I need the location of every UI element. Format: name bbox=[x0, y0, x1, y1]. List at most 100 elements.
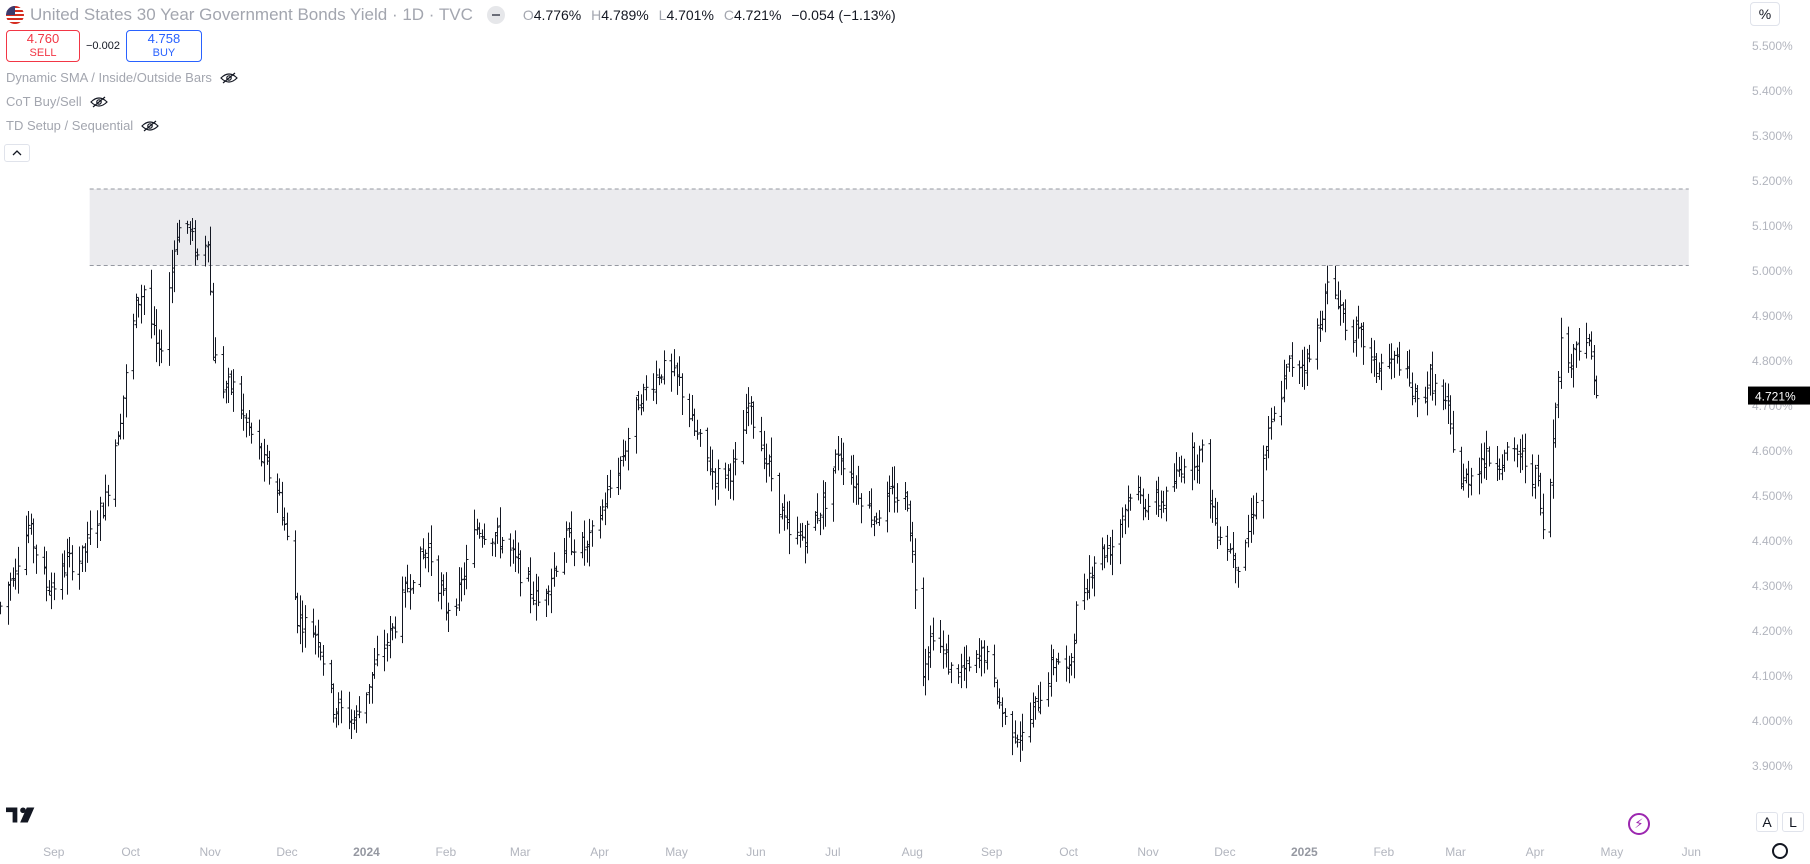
ohlc-bar bbox=[741, 409, 746, 465]
zone-fill[interactable] bbox=[89, 189, 1689, 266]
ohlc-bar bbox=[798, 523, 803, 548]
sell-button[interactable]: 4.760 SELL bbox=[6, 30, 80, 62]
x-tick-label: Nov bbox=[199, 845, 220, 859]
price-bars bbox=[0, 218, 1599, 762]
ohlc-bar bbox=[913, 538, 918, 609]
ohlc-bar bbox=[423, 549, 428, 569]
ohlc-bar bbox=[1100, 537, 1105, 571]
ohlc-bar bbox=[493, 532, 498, 557]
ohlc-bar bbox=[1548, 478, 1553, 538]
indicator-cot[interactable]: CoT Buy/Sell bbox=[6, 94, 108, 109]
chevron-up-icon bbox=[12, 150, 22, 156]
x-tick-label: Mar bbox=[1445, 845, 1466, 859]
ohlc-bar bbox=[1351, 319, 1356, 353]
ohlc-bar bbox=[890, 466, 895, 495]
ohlc-bar bbox=[569, 511, 574, 556]
ohlc-bar bbox=[1051, 649, 1056, 676]
ohlc-bar bbox=[103, 474, 108, 521]
last-price-marker bbox=[1748, 386, 1810, 405]
buy-label: BUY bbox=[152, 47, 176, 59]
ohlc-bar bbox=[944, 643, 949, 668]
ohlc-bar bbox=[874, 512, 879, 525]
ohlc-bar bbox=[429, 525, 434, 577]
ohlc-bar bbox=[393, 616, 398, 639]
tradingview-logo-icon[interactable] bbox=[6, 805, 40, 825]
hidden-eye-icon[interactable] bbox=[220, 72, 238, 84]
log-scale-button[interactable]: L bbox=[1782, 812, 1804, 832]
ohlc-bar bbox=[985, 645, 990, 670]
ohlc-bar bbox=[303, 605, 308, 648]
ohlc-bar bbox=[42, 546, 47, 575]
time-axis[interactable]: Sep Oct Nov Dec 2024 Feb Mar Apr May Jun Jul Aug Sep… bbox=[43, 845, 1701, 859]
ohlc-bar bbox=[1413, 383, 1418, 403]
ohlc-bar bbox=[293, 530, 298, 600]
ohlc-bar bbox=[787, 500, 792, 555]
ohlc-bar bbox=[818, 512, 823, 536]
ohlc-bar bbox=[239, 375, 244, 420]
hidden-eye-icon[interactable] bbox=[89, 96, 108, 108]
ohlc-bar bbox=[1284, 363, 1289, 390]
ohlc-bar bbox=[1566, 326, 1571, 373]
symbol-title[interactable]: United States 30 Year Government Bonds Y… bbox=[30, 5, 473, 24]
ohlc-bar bbox=[1356, 305, 1361, 339]
ohlc-bar bbox=[608, 469, 613, 498]
ohlc-bar bbox=[1569, 353, 1574, 378]
ohlc-bar bbox=[518, 550, 523, 597]
ohlc-bar bbox=[534, 573, 539, 621]
ohlc-bar bbox=[372, 648, 377, 679]
ohlc-bar bbox=[1192, 442, 1197, 481]
ohlc-bar bbox=[349, 709, 354, 740]
ohlc-bar bbox=[1374, 352, 1379, 383]
ohlc-bar bbox=[280, 481, 285, 526]
ohlc-bar bbox=[1266, 416, 1271, 459]
ohlc-bar bbox=[1369, 337, 1374, 374]
y-tick-label: 5.300% bbox=[1752, 129, 1793, 143]
ohlc-bar bbox=[1379, 353, 1384, 391]
ohlc-bar bbox=[259, 442, 264, 467]
ohlc-bar bbox=[44, 551, 49, 602]
ohlc-bar bbox=[1441, 379, 1446, 411]
auto-scale-button[interactable]: A bbox=[1756, 812, 1778, 832]
ohlc-bar bbox=[1138, 476, 1143, 504]
ohlc-bar bbox=[1497, 458, 1502, 480]
spread-value: −0.002 bbox=[86, 40, 120, 52]
ohlc-bar bbox=[726, 464, 731, 491]
price-axis[interactable]: 3.900% 4.000% 4.100% 4.200% 4.300% 4.400% 4.50… bbox=[1748, 39, 1810, 773]
ohlc-bar bbox=[1085, 578, 1090, 601]
ohlc-bar bbox=[1469, 467, 1474, 496]
ohlc-bar bbox=[1218, 526, 1223, 546]
ohlc-bar bbox=[931, 617, 936, 651]
ohlc-bar bbox=[1461, 463, 1466, 491]
ohlc-bar bbox=[839, 438, 844, 476]
ohlc-bar bbox=[1031, 692, 1036, 728]
collapse-legend-button[interactable] bbox=[486, 6, 505, 24]
sell-label: SELL bbox=[29, 47, 57, 59]
ohlc-bar bbox=[157, 329, 162, 367]
collapse-indicators-button[interactable] bbox=[4, 144, 30, 162]
ohlc-bar bbox=[982, 640, 987, 674]
ohlc-bar bbox=[382, 629, 387, 672]
ohlc-bar bbox=[1297, 360, 1302, 384]
hidden-eye-icon[interactable] bbox=[141, 120, 160, 132]
buy-button[interactable]: 4.758 BUY bbox=[125, 30, 202, 62]
ohlc-bar bbox=[705, 427, 710, 472]
resistance-zone[interactable] bbox=[89, 188, 1689, 266]
ohlc-bar bbox=[1290, 342, 1295, 377]
settings-gear-icon[interactable] bbox=[1772, 843, 1788, 859]
ohlc-bar bbox=[769, 437, 774, 492]
ohlc-bar bbox=[106, 484, 111, 507]
indicator-dynamic-sma[interactable]: Dynamic SMA / Inside/Outside Bars bbox=[6, 70, 238, 85]
percent-scale-button[interactable]: % bbox=[1750, 2, 1780, 26]
ohlc-bar bbox=[1082, 573, 1087, 610]
ohlc-bar bbox=[841, 442, 846, 486]
y-tick-label: 4.300% bbox=[1752, 579, 1793, 593]
ohlc-bar bbox=[1318, 310, 1323, 342]
ohlc-bar bbox=[1126, 485, 1131, 528]
ohlc-bar bbox=[680, 373, 685, 415]
ohlc-bar bbox=[347, 691, 352, 730]
ohlc-bar bbox=[964, 645, 969, 689]
ohlc-bar bbox=[475, 518, 480, 535]
lightning-icon[interactable]: ⚡ bbox=[1628, 813, 1650, 835]
indicator-td-setup[interactable]: TD Setup / Sequential bbox=[6, 118, 160, 133]
